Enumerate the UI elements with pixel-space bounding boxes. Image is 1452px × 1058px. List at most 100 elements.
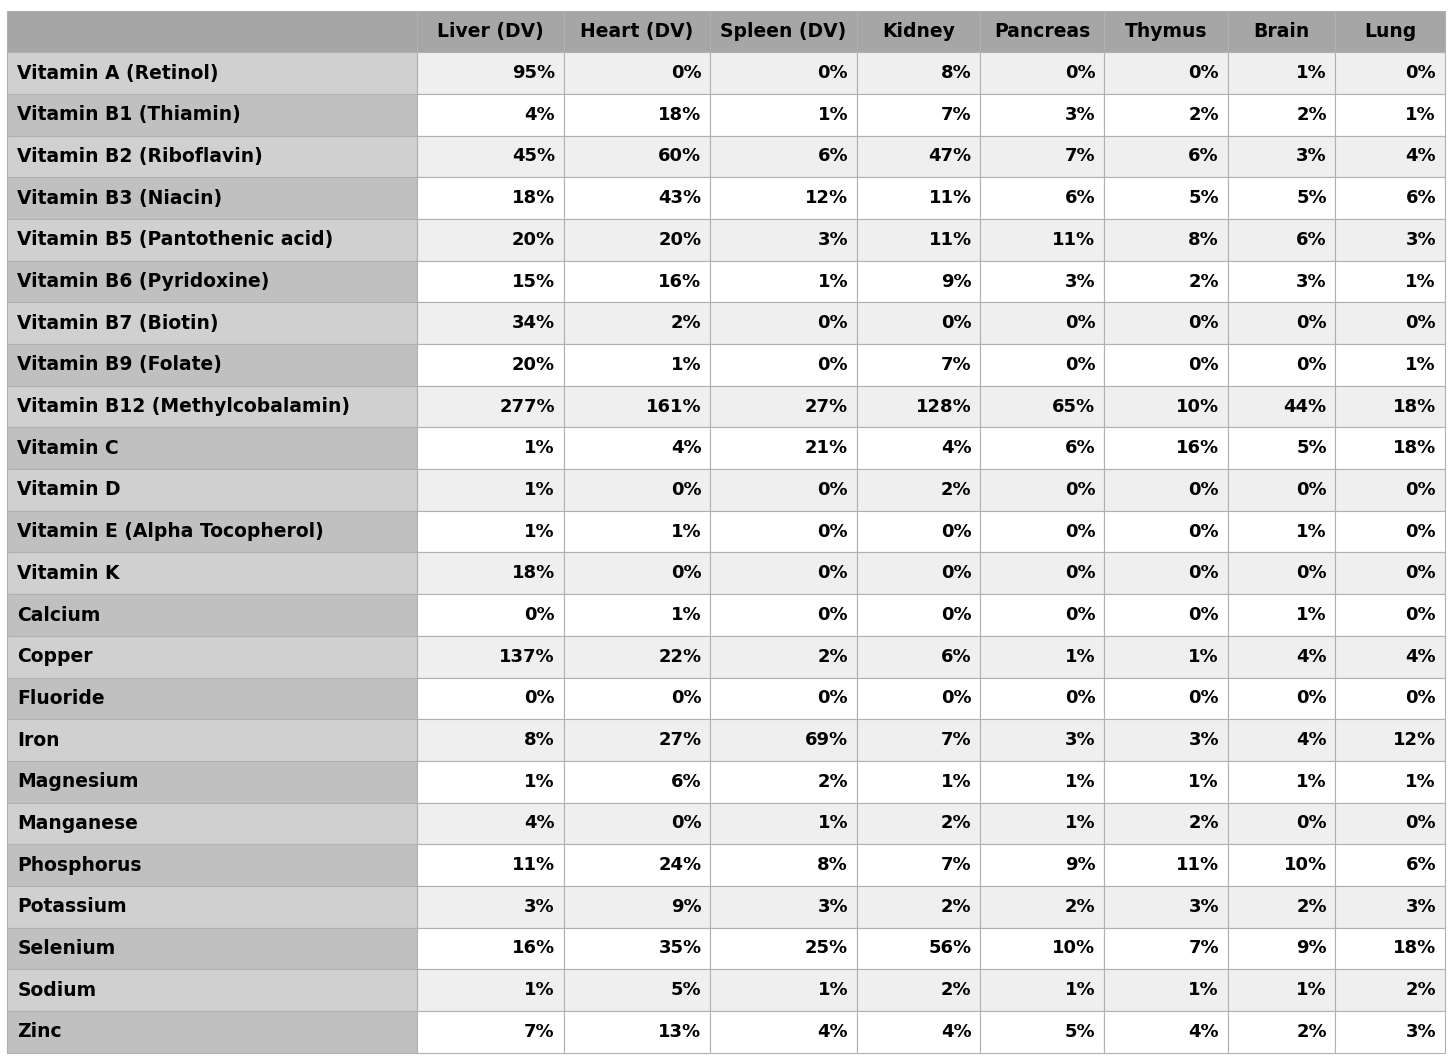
Bar [1228,677,1336,719]
Text: 1%: 1% [524,981,555,999]
Bar [980,595,1104,636]
Bar [1228,886,1336,928]
Bar [7,886,417,928]
Bar [417,386,563,427]
Bar [857,178,980,219]
Bar [857,928,980,969]
Bar [1336,344,1445,386]
Text: 0%: 0% [1064,606,1095,624]
Text: 13%: 13% [658,1023,701,1041]
Bar [1104,303,1228,344]
Bar [563,135,710,178]
Bar [1104,469,1228,511]
Text: 4%: 4% [1406,647,1436,665]
Text: 3%: 3% [524,898,555,916]
Text: 1%: 1% [1188,647,1220,665]
Text: 2%: 2% [1064,898,1095,916]
Text: 1%: 1% [1064,815,1095,833]
Bar [710,677,857,719]
Bar [857,595,980,636]
Text: 8%: 8% [817,856,848,874]
Bar [1336,303,1445,344]
Text: 0%: 0% [671,481,701,499]
Text: 0%: 0% [1188,355,1220,373]
Text: 0%: 0% [1064,690,1095,708]
Bar [563,386,710,427]
Bar [1228,552,1336,595]
Text: 1%: 1% [671,523,701,541]
Text: 4%: 4% [1297,647,1327,665]
Bar [980,677,1104,719]
Text: Brain: Brain [1253,22,1310,41]
Text: 7%: 7% [941,856,971,874]
Text: 12%: 12% [1392,731,1436,749]
Text: 0%: 0% [1064,314,1095,332]
Bar [7,761,417,803]
Bar [1104,260,1228,303]
Text: 7%: 7% [941,355,971,373]
Text: Vitamin B5 (Pantothenic acid): Vitamin B5 (Pantothenic acid) [17,231,334,250]
Text: 0%: 0% [1064,481,1095,499]
Bar [1228,219,1336,260]
Text: 0%: 0% [941,314,971,332]
Bar [710,511,857,552]
Text: Pancreas: Pancreas [995,22,1090,41]
Bar [710,219,857,260]
Bar [563,928,710,969]
Text: 3%: 3% [1064,106,1095,124]
Text: 10%: 10% [1053,940,1095,957]
Text: 1%: 1% [1188,981,1220,999]
Text: 27%: 27% [804,398,848,416]
Text: 6%: 6% [1406,189,1436,207]
Bar [563,427,710,469]
Text: 6%: 6% [1188,147,1220,165]
Bar [710,803,857,844]
Bar [1228,969,1336,1011]
Bar [1228,719,1336,761]
Text: 1%: 1% [671,355,701,373]
Text: 3%: 3% [1064,731,1095,749]
Bar [7,552,417,595]
Bar [710,94,857,135]
Text: 1%: 1% [817,981,848,999]
Bar [7,928,417,969]
Text: 35%: 35% [658,940,701,957]
Bar [980,11,1104,52]
Bar [7,1011,417,1053]
Bar [857,844,980,886]
Bar [1104,386,1228,427]
Bar [563,719,710,761]
Bar [1104,719,1228,761]
Bar [1228,844,1336,886]
Text: 4%: 4% [941,439,971,457]
Bar [980,1011,1104,1053]
Text: Sodium: Sodium [17,981,96,1000]
Bar [417,595,563,636]
Text: 12%: 12% [804,189,848,207]
Bar [1228,386,1336,427]
Bar [980,552,1104,595]
Text: 0%: 0% [1188,481,1220,499]
Bar [1104,94,1228,135]
Text: 1%: 1% [1406,355,1436,373]
Text: 8%: 8% [524,731,555,749]
Bar [857,761,980,803]
Text: 9%: 9% [941,273,971,291]
Bar [980,303,1104,344]
Bar [417,803,563,844]
Text: 6%: 6% [1297,231,1327,249]
Bar [563,552,710,595]
Text: 27%: 27% [658,731,701,749]
Bar [1336,677,1445,719]
Bar [417,1011,563,1053]
Bar [563,94,710,135]
Text: 69%: 69% [804,731,848,749]
Bar [857,552,980,595]
Text: 2%: 2% [1297,1023,1327,1041]
Text: 4%: 4% [524,815,555,833]
Bar [7,11,417,52]
Text: 3%: 3% [817,898,848,916]
Text: 8%: 8% [941,65,971,83]
Text: 0%: 0% [1188,606,1220,624]
Bar [857,94,980,135]
